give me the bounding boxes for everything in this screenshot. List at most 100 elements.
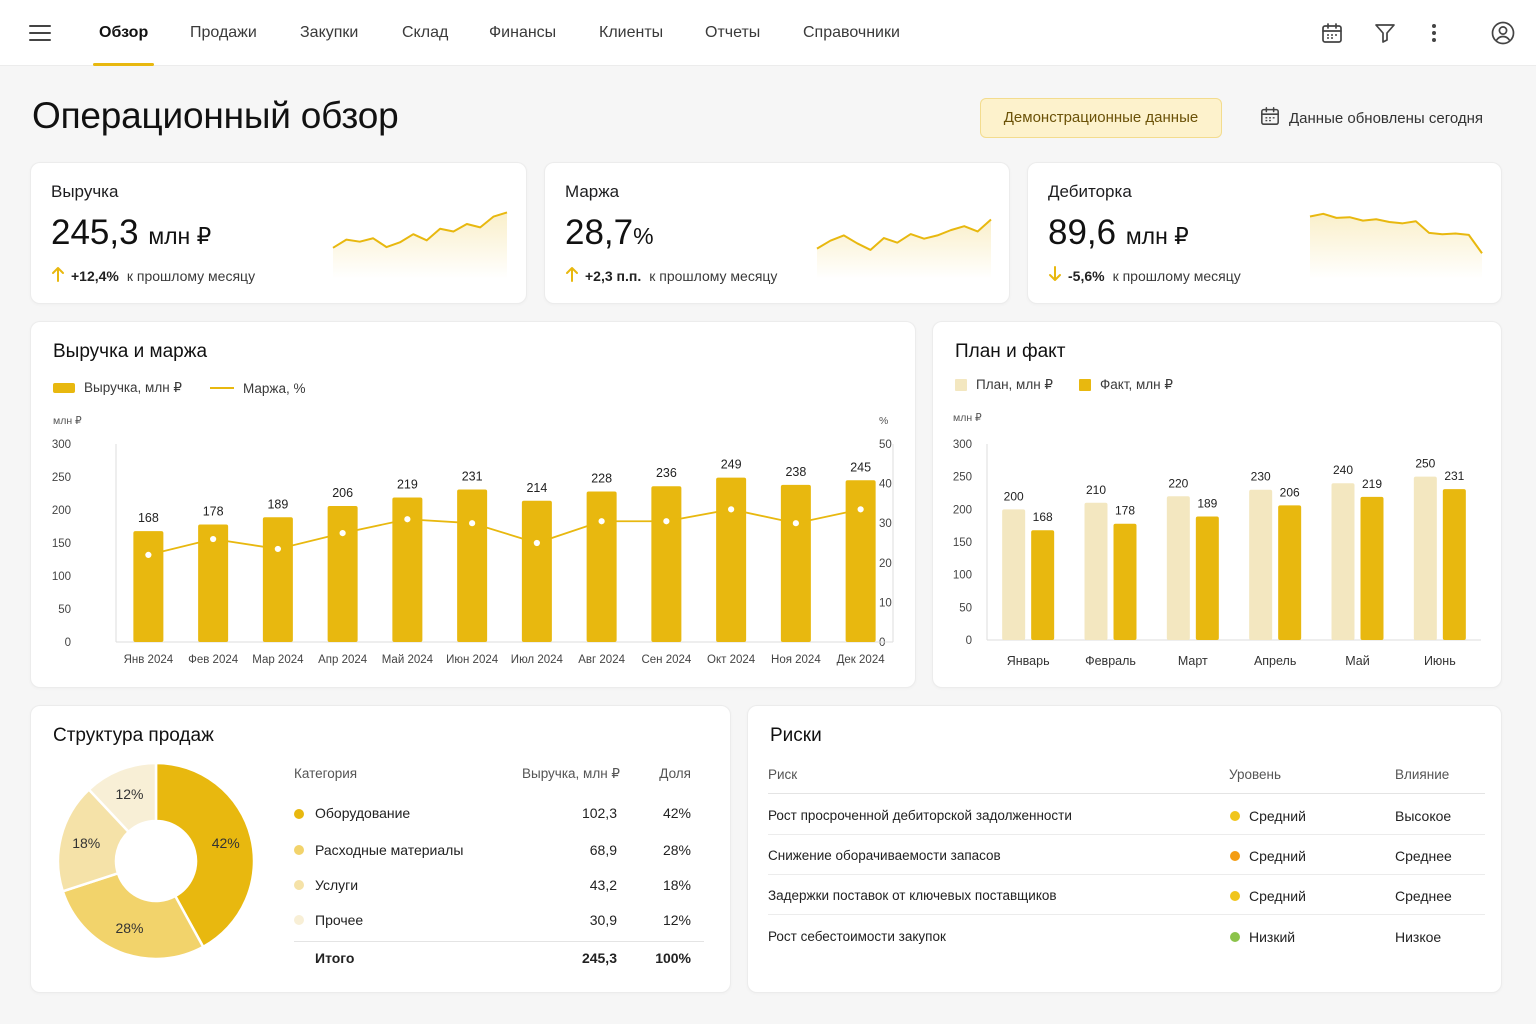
column-header-share: Доля bbox=[659, 766, 691, 781]
y2-tick-label: 30 bbox=[879, 518, 892, 530]
account-icon[interactable] bbox=[1488, 18, 1518, 48]
chart-legend: План, млн ₽ Факт, млн ₽ bbox=[955, 377, 1173, 393]
slice-value-label: 42% bbox=[212, 835, 240, 851]
margin-point bbox=[337, 528, 348, 539]
plan-value-label: 200 bbox=[1004, 489, 1024, 503]
kpi-delta-suffix: к прошлому месяцу bbox=[649, 267, 778, 284]
bar-value-label: 249 bbox=[721, 458, 742, 472]
x-tick-label: Февраль bbox=[1085, 654, 1136, 668]
tab-overview[interactable]: Обзор bbox=[92, 0, 155, 66]
plan-bar bbox=[1002, 509, 1026, 640]
y2-tick-label: 50 bbox=[879, 439, 892, 451]
kpi-value: 89,6 млн ₽ bbox=[1048, 213, 1189, 253]
x-tick-label: Окт 2024 bbox=[707, 654, 756, 666]
sparkline-line bbox=[816, 218, 992, 251]
chart-title: План и факт bbox=[955, 341, 1066, 362]
risk-name: Рост себестоимости закупок bbox=[768, 929, 946, 944]
margin-point bbox=[531, 538, 542, 548]
legend-swatch-bar bbox=[53, 383, 75, 393]
hamburger-menu-icon[interactable] bbox=[24, 20, 56, 46]
fact-value-label: 168 bbox=[1033, 510, 1053, 524]
fact-value-label: 189 bbox=[1197, 497, 1217, 511]
x-tick-label: Мар 2024 bbox=[252, 654, 304, 666]
plan-bar bbox=[1166, 496, 1190, 640]
y-tick-label: 50 bbox=[959, 602, 972, 614]
plan-bar bbox=[1249, 489, 1273, 640]
category-color-dot bbox=[294, 915, 304, 925]
tab-directories[interactable]: Справочники bbox=[803, 24, 900, 41]
tab-sales[interactable]: Продажи bbox=[190, 24, 257, 41]
kpi-label: Выручка bbox=[51, 182, 119, 201]
category-share: 12% bbox=[662, 912, 691, 928]
y-tick-label: 0 bbox=[65, 637, 71, 649]
sparkline-area bbox=[817, 219, 991, 279]
y-tick-label: 100 bbox=[953, 570, 972, 582]
kpi-number: 245,3 bbox=[51, 213, 139, 252]
plan-value-label: 230 bbox=[1251, 470, 1271, 484]
revenue-bar bbox=[457, 489, 488, 642]
revenue-bar bbox=[392, 497, 423, 642]
kpi-unit: млн ₽ bbox=[1125, 223, 1189, 249]
tab-finance[interactable]: Финансы bbox=[489, 24, 557, 41]
category-color-dot bbox=[294, 845, 304, 855]
updated-text: Данные обновлены сегодня bbox=[1289, 109, 1484, 127]
risk-row[interactable]: Рост себестоимости закупок Низкий Низкое bbox=[768, 916, 1485, 956]
margin-point bbox=[596, 516, 607, 527]
y-tick-label: 50 bbox=[58, 604, 71, 616]
section-title: Структура продаж bbox=[53, 725, 214, 746]
kpi-unit: млн ₽ bbox=[148, 223, 212, 249]
fact-bar bbox=[1113, 523, 1137, 640]
risk-row[interactable]: Рост просроченной дебиторской задолженно… bbox=[768, 795, 1485, 835]
risk-level-dot bbox=[1230, 891, 1240, 901]
plan-value-label: 210 bbox=[1086, 483, 1106, 497]
tab-reports[interactable]: Отчеты bbox=[705, 24, 761, 41]
more-vertical-icon[interactable] bbox=[1419, 18, 1449, 48]
calendar-icon[interactable] bbox=[1317, 18, 1347, 48]
risk-name: Снижение оборачиваемости запасов bbox=[768, 848, 1001, 863]
plan-bar bbox=[1331, 483, 1355, 640]
margin-point bbox=[143, 549, 154, 560]
y-tick-label: 200 bbox=[953, 504, 972, 516]
filter-icon[interactable] bbox=[1370, 18, 1400, 48]
plan-bar bbox=[1413, 476, 1437, 640]
revenue-bar bbox=[198, 524, 229, 642]
receivables-sparkline bbox=[1309, 212, 1483, 279]
y2-tick-label: 40 bbox=[879, 479, 892, 491]
category-share: 28% bbox=[662, 842, 691, 858]
risk-level: Низкий bbox=[1249, 929, 1296, 945]
kpi-delta-suffix: к прошлому месяцу bbox=[126, 267, 256, 284]
y-tick-label: 200 bbox=[52, 505, 71, 517]
arrow-up-icon bbox=[51, 266, 65, 285]
risk-row[interactable]: Снижение оборачиваемости запасов Средний… bbox=[768, 835, 1485, 875]
y2-tick-label: 0 bbox=[879, 637, 885, 649]
kpi-number: 89,6 bbox=[1048, 213, 1117, 252]
column-header-revenue: Выручка, млн ₽ bbox=[521, 766, 620, 781]
margin-point bbox=[467, 518, 478, 529]
legend-label-revenue: Выручка, млн ₽ bbox=[84, 380, 183, 395]
tab-clients[interactable]: Клиенты bbox=[599, 24, 664, 41]
y-tick-label: 250 bbox=[52, 472, 71, 484]
fact-bar bbox=[1442, 489, 1466, 640]
kpi-card-margin: Маржа 28,7% +2,3 п.п. к прошлому месяцу bbox=[544, 162, 1010, 304]
risks-card: Риски Риск Уровень Влияние Рост просроче… bbox=[747, 705, 1502, 993]
tab-purchases[interactable]: Закупки bbox=[300, 24, 359, 41]
tab-warehouse[interactable]: Склад bbox=[402, 24, 449, 41]
revenue-bar bbox=[133, 531, 164, 642]
legend-label-plan: План, млн ₽ bbox=[976, 377, 1053, 392]
bar-value-label: 231 bbox=[462, 470, 483, 484]
kpi-delta-suffix: к прошлому месяцу bbox=[1112, 267, 1241, 284]
margin-point bbox=[208, 534, 219, 544]
risk-row[interactable]: Задержки поставок от ключевых поставщико… bbox=[768, 875, 1485, 915]
margin-line bbox=[148, 508, 861, 556]
x-tick-label: Сен 2024 bbox=[641, 654, 691, 666]
legend-swatch-line bbox=[210, 387, 235, 389]
category-name: Оборудование bbox=[315, 805, 411, 821]
category-revenue: 30,9 bbox=[589, 912, 617, 928]
total-revenue: 245,3 bbox=[581, 950, 617, 966]
risk-name: Рост просроченной дебиторской задолженно… bbox=[768, 808, 1072, 823]
category-revenue: 102,3 bbox=[581, 805, 617, 821]
plan-bar bbox=[1084, 502, 1108, 640]
section-title: Риски bbox=[770, 725, 822, 746]
x-tick-label: Янв 2024 bbox=[124, 654, 174, 666]
x-tick-label: Январь bbox=[1007, 654, 1050, 668]
